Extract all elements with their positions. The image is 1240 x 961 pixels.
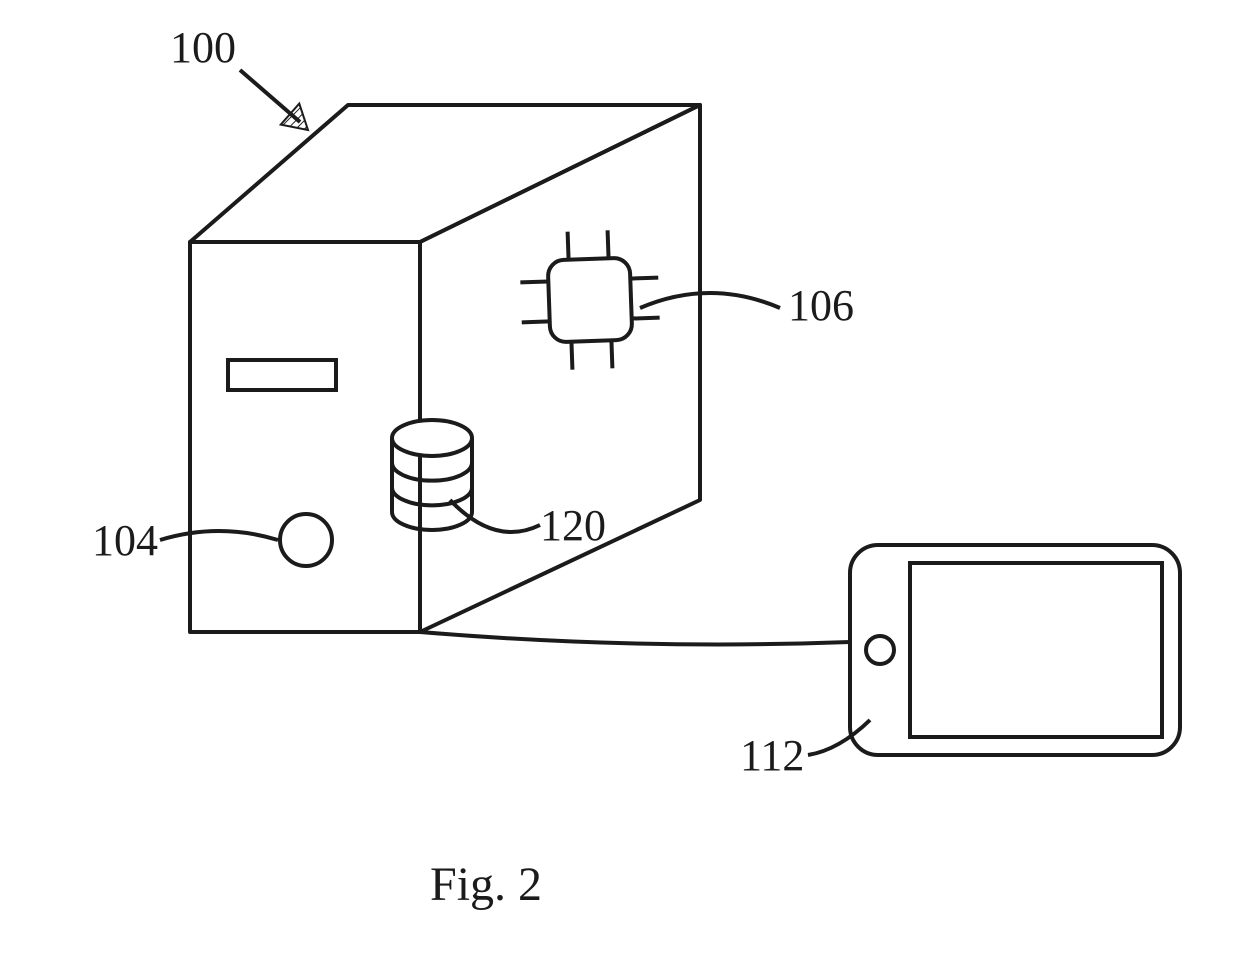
label-100: 100 [170,23,236,72]
label-106: 106 [788,281,854,330]
storage-cylinder-icon [392,420,472,530]
processor-chip-icon [520,230,659,369]
server-box [190,105,700,632]
patent-figure: 100 104 106 120 112 Fig. 2 [0,0,1240,961]
label-104: 104 [92,516,158,565]
label-112: 112 [740,731,804,780]
figure-caption: Fig. 2 [430,858,542,911]
leader-lines [160,293,870,755]
tablet-device-icon [850,545,1180,755]
label-120: 120 [540,501,606,550]
connection-line [420,632,850,644]
system-reference-arrow [240,70,308,130]
